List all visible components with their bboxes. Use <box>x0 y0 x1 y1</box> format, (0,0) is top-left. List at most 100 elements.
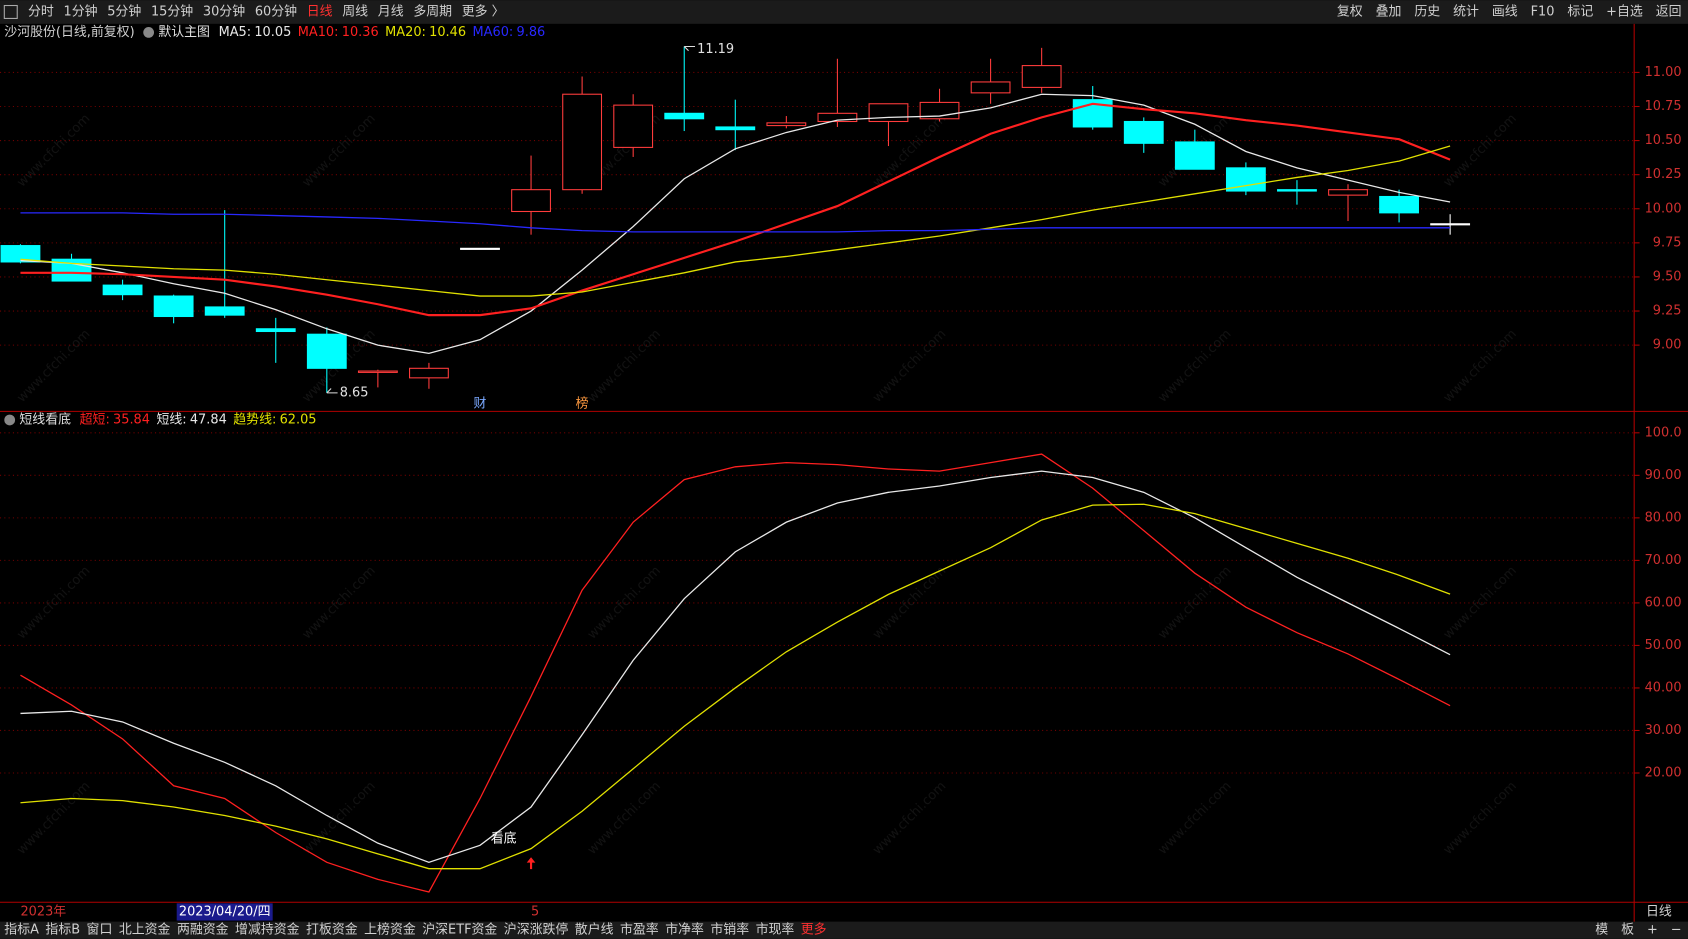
period-tab[interactable]: 60分钟 <box>255 3 297 19</box>
tool-button[interactable]: 历史 <box>1414 4 1440 19</box>
candle-body <box>766 122 807 127</box>
signal-label: 看底 <box>491 830 517 846</box>
series-line <box>20 503 1451 870</box>
candle-body <box>664 112 705 120</box>
period-tab[interactable]: 更多 〉 <box>462 4 505 19</box>
candle-body <box>1225 167 1266 192</box>
candle-body <box>562 93 603 191</box>
indicator-tab[interactable]: 北上资金 <box>119 922 171 938</box>
period-tab[interactable]: 周线 <box>342 4 368 19</box>
template-button[interactable]: 模 <box>1595 923 1608 938</box>
indicator-tab[interactable]: 市盈率 <box>620 922 659 938</box>
legend-value: 47.84 <box>190 412 227 427</box>
legend-name: MA10: <box>298 25 339 40</box>
y-tick-label: 70.00 <box>1645 553 1682 568</box>
y-tick-label: 10.75 <box>1645 99 1682 114</box>
date-label: 2023年 <box>20 904 66 919</box>
period-tab[interactable]: 多周期 <box>413 4 452 19</box>
indicator-tab[interactable]: 上榜资金 <box>364 922 416 938</box>
candle-body <box>102 284 143 296</box>
series-line <box>20 453 1451 893</box>
indicator-tab[interactable]: 沪深涨跌停 <box>504 922 569 938</box>
indicator-tab[interactable]: 散户线 <box>575 922 614 938</box>
candle-body <box>204 306 245 316</box>
indicator-tab[interactable]: 两融资金 <box>177 922 229 938</box>
indicator-tab[interactable]: 指标A <box>4 923 39 938</box>
legend-icon[interactable] <box>143 27 155 38</box>
y-tick-label: 80.00 <box>1645 510 1682 525</box>
y-tick-label: 100.0 <box>1645 425 1682 440</box>
period-tab[interactable]: 分时 <box>28 4 54 19</box>
candle-body <box>1430 223 1471 226</box>
top-toolbar <box>0 0 1688 24</box>
y-tick-label: 50.00 <box>1645 638 1682 653</box>
tool-button[interactable]: 叠加 <box>1376 4 1402 19</box>
indicator-tab[interactable]: 更多 <box>801 923 827 938</box>
tool-button[interactable]: +自选 <box>1606 4 1643 19</box>
candle-body <box>1123 120 1164 144</box>
period-tab[interactable]: 30分钟 <box>203 3 245 19</box>
y-tick-label: 30.00 <box>1645 723 1682 738</box>
legend-name: MA60: <box>473 25 514 40</box>
y-tick-label: 60.00 <box>1645 595 1682 610</box>
template-button[interactable]: + <box>1647 923 1658 938</box>
candle-body <box>1328 189 1368 196</box>
tool-button[interactable]: F10 <box>1531 4 1555 19</box>
chart-title: 短线看底 <box>19 411 71 427</box>
candle-body <box>153 295 194 318</box>
event-marker[interactable]: 财 <box>474 396 487 411</box>
low-pointer <box>326 388 338 394</box>
candle-body <box>868 103 909 123</box>
template-button[interactable]: 板 <box>1621 923 1634 938</box>
series-line <box>20 470 1451 864</box>
candle-body <box>970 81 1011 94</box>
y-tick-label: 9.50 <box>1653 269 1682 284</box>
y-tick-label: 9.00 <box>1653 338 1682 353</box>
period-tab[interactable]: 5分钟 <box>107 3 141 19</box>
y-tick-label: 9.75 <box>1653 235 1682 250</box>
indicator-tab[interactable]: 市销率 <box>710 922 749 938</box>
tool-button[interactable]: 画线 <box>1492 4 1518 19</box>
period-tab[interactable]: 月线 <box>378 4 404 19</box>
chart-title: 沙河股份(日线,前复权) <box>4 24 134 40</box>
tool-button[interactable]: 统计 <box>1453 4 1479 19</box>
tool-button[interactable]: 复权 <box>1337 3 1363 19</box>
legend-value: 62.05 <box>280 412 317 427</box>
y-tick-label: 11.00 <box>1645 65 1682 80</box>
y-tick-label: 10.00 <box>1645 201 1682 216</box>
period-tab[interactable]: 日线 <box>307 4 333 19</box>
indicator-tab[interactable]: 指标B <box>45 923 80 938</box>
indicator-tab[interactable]: 市净率 <box>665 922 704 938</box>
legend-icon[interactable] <box>4 414 16 426</box>
indicator-tab[interactable]: 市现率 <box>756 922 795 938</box>
candle-body <box>511 189 551 213</box>
tool-button[interactable]: 返回 <box>1656 4 1682 19</box>
chart-subtitle: 默认主图 <box>158 24 210 40</box>
candle-body <box>409 367 449 379</box>
indicator-tab[interactable]: 沪深ETF资金 <box>422 922 497 938</box>
candle-body <box>357 370 398 373</box>
legend-name: 超短: <box>80 412 110 427</box>
bottom-toolbar <box>0 921 1688 939</box>
candle-body <box>1277 189 1317 192</box>
event-marker[interactable]: 榜 <box>576 395 589 411</box>
indicator-tab[interactable]: 窗口 <box>87 922 113 938</box>
tool-button[interactable]: 标记 <box>1567 4 1593 19</box>
y-tick-label: 9.25 <box>1653 304 1682 319</box>
legend-name: 短线: <box>156 412 186 427</box>
charts: 分时 1分钟 5分钟 15分钟 30分钟 60分钟 日线 周线 月线 多周期 更多 〉 返回 +自选标记… <box>0 3 1682 938</box>
y-tick-label: 40.00 <box>1645 680 1682 695</box>
period-tab[interactable]: 1分钟 <box>64 3 98 19</box>
period-tab[interactable]: 15分钟 <box>151 3 193 19</box>
menu-icon[interactable] <box>3 4 18 19</box>
candle-body <box>460 247 500 250</box>
date-highlight <box>176 903 273 921</box>
template-button[interactable]: − <box>1671 923 1682 938</box>
indicator-tab[interactable]: 增减持资金 <box>235 922 300 938</box>
candle-body <box>1379 195 1419 214</box>
date-label: 5 <box>531 904 539 919</box>
series-line <box>20 102 1451 317</box>
indicator-tab[interactable]: 打板资金 <box>306 922 358 938</box>
